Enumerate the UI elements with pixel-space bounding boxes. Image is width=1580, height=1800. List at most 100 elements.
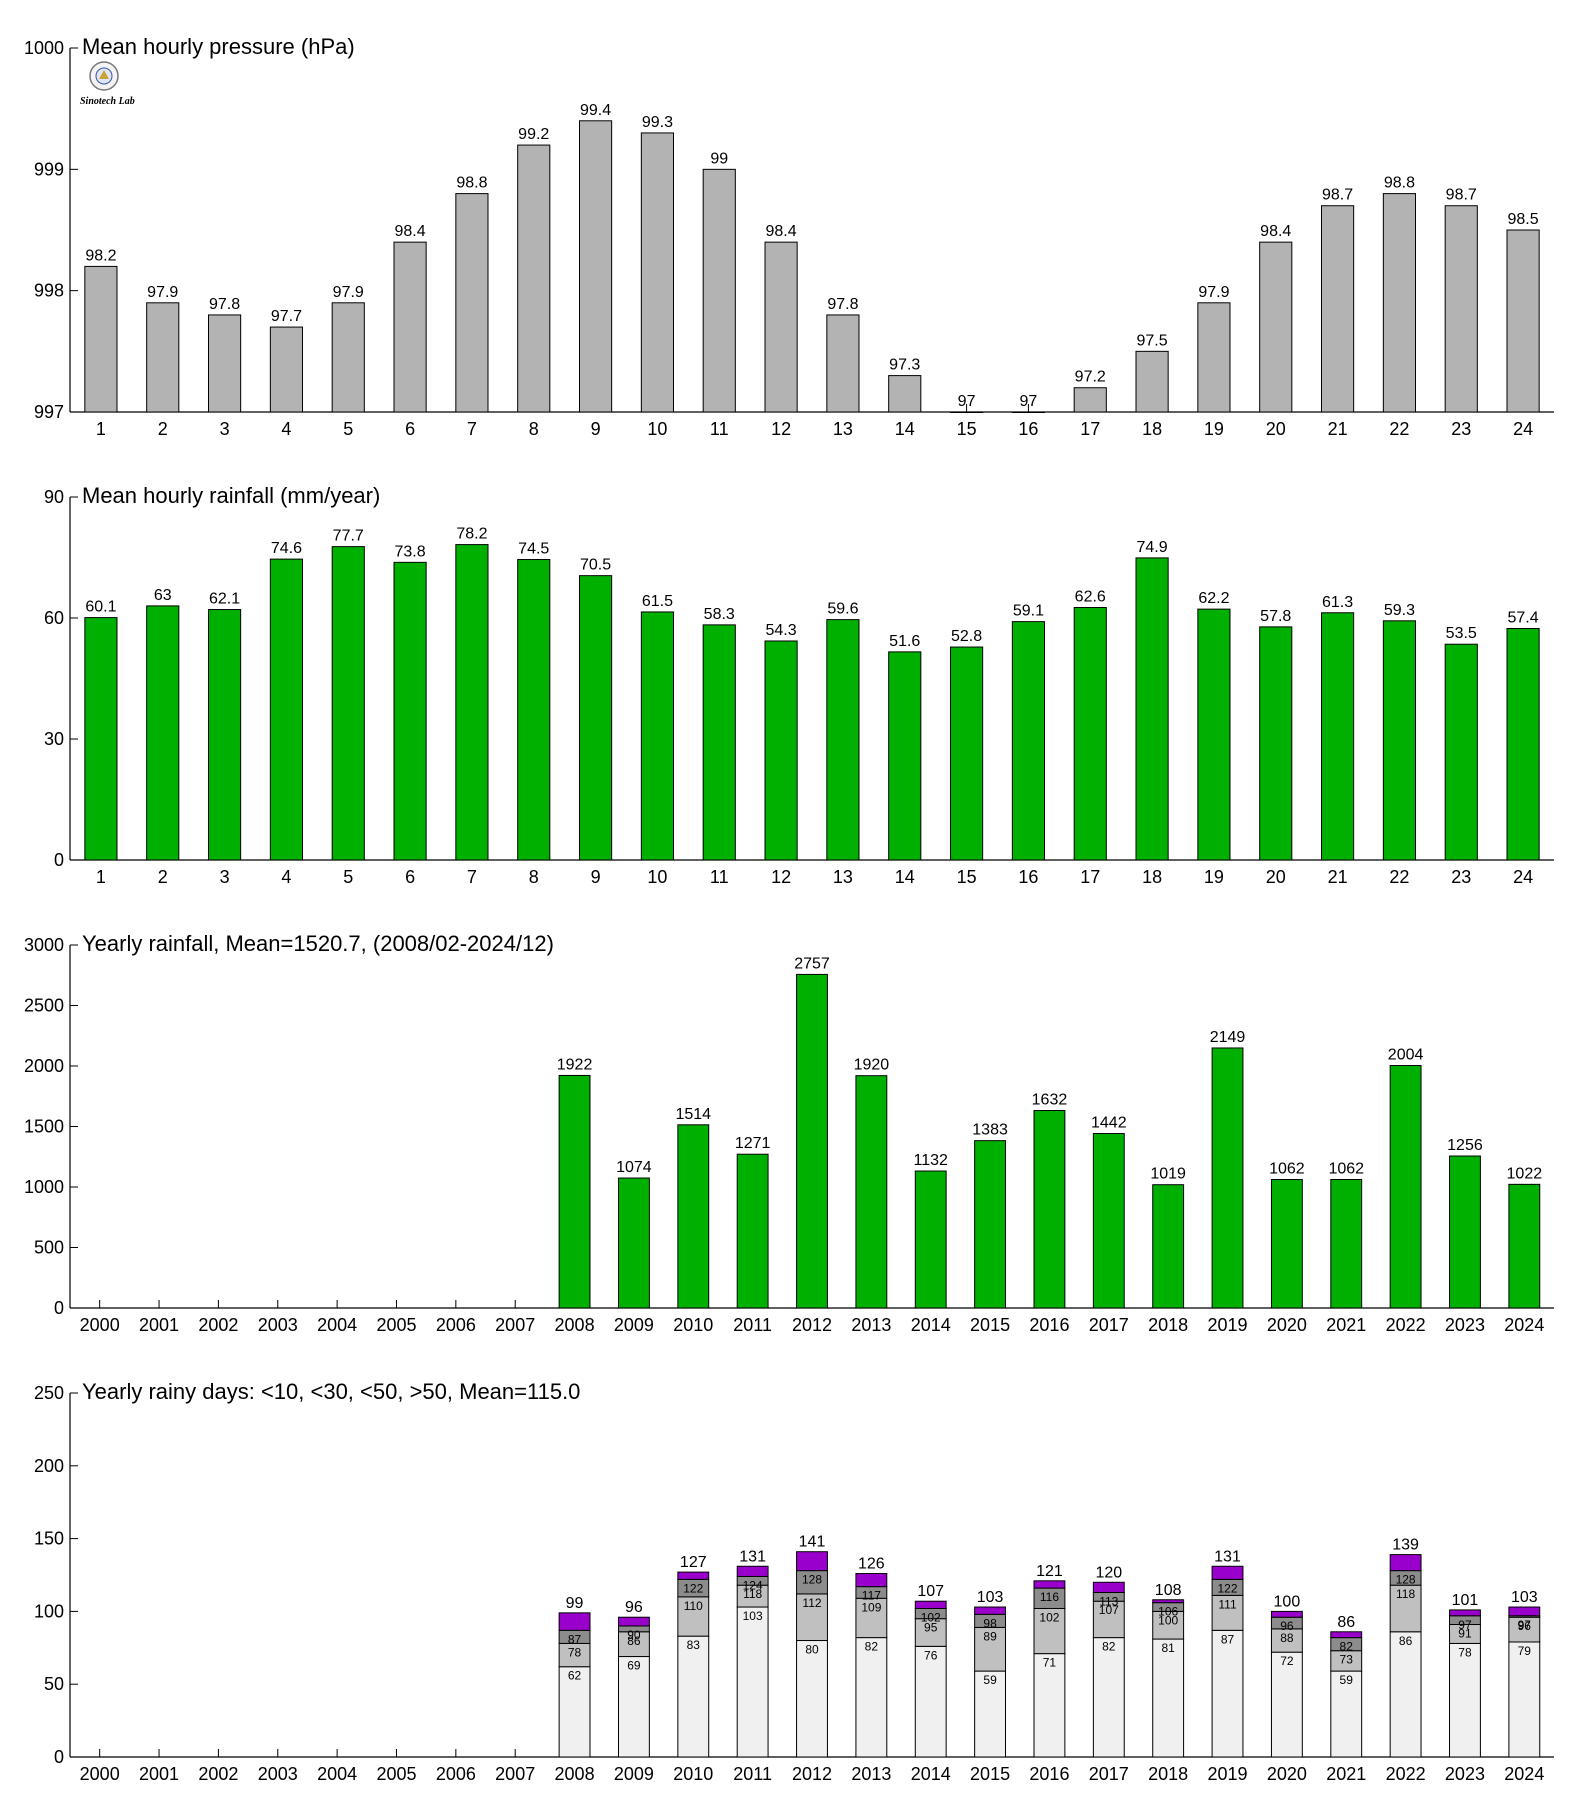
bar-segment-lt30 — [914, 1618, 947, 1647]
x-tick-label: 16 — [1018, 419, 1038, 439]
x-tick-label: 6 — [405, 867, 415, 887]
bar — [1506, 627, 1540, 861]
x-tick-label: 2021 — [1326, 1315, 1366, 1335]
bar — [914, 1170, 947, 1309]
bar-total-label: 108 — [1155, 1582, 1182, 1599]
segment-value-label: 76 — [924, 1648, 938, 1662]
bar-segment-gt50 — [1211, 1565, 1244, 1580]
segment-value-label: 62 — [568, 1669, 582, 1683]
x-tick-label: 12 — [771, 419, 791, 439]
x-tick-label: 2009 — [614, 1315, 654, 1335]
chart-title: Yearly rainy days: <10, <30, <50, >50, M… — [82, 1379, 580, 1404]
x-tick-label: 14 — [895, 419, 915, 439]
x-tick-label: 2004 — [317, 1764, 357, 1784]
y-tick-label: 3000 — [24, 935, 64, 955]
x-tick-label: 15 — [957, 419, 977, 439]
bar-value-label: 97.8 — [827, 296, 858, 313]
bar-value-label: 53.5 — [1446, 625, 1477, 642]
x-tick-label: 3 — [220, 867, 230, 887]
bar — [1444, 205, 1478, 413]
x-tick-label: 14 — [895, 867, 915, 887]
x-tick-label: 5 — [343, 867, 353, 887]
bar — [208, 609, 242, 861]
bar-segment-lt10 — [736, 1606, 769, 1758]
bar — [764, 640, 798, 861]
bar-total-label: 100 — [1274, 1593, 1301, 1610]
x-tick-label: 2023 — [1445, 1764, 1485, 1784]
bar — [84, 265, 118, 413]
bar-value-label: 63 — [154, 587, 172, 604]
bar-segment-lt10 — [617, 1656, 650, 1758]
bar-segment-lt10 — [1508, 1641, 1541, 1758]
bar-segment-lt10 — [914, 1645, 947, 1758]
segment-value-label: 128 — [802, 1573, 822, 1587]
segment-value-label: 128 — [1396, 1573, 1416, 1587]
segment-value-label: 71 — [1043, 1656, 1057, 1670]
x-tick-label: 2 — [158, 867, 168, 887]
segment-value-label: 91 — [1458, 1627, 1472, 1641]
bar-segment-gt50 — [1508, 1606, 1541, 1617]
bar-value-label: 57.8 — [1260, 608, 1291, 625]
segment-value-label: 118 — [1396, 1587, 1415, 1601]
x-tick-label: 2015 — [970, 1764, 1010, 1784]
bar-total-label: 103 — [1511, 1589, 1538, 1606]
bar-segment-lt30 — [1092, 1600, 1125, 1639]
bar — [640, 132, 674, 413]
segment-value-label: 102 — [921, 1610, 941, 1624]
x-tick-label: 2021 — [1326, 1764, 1366, 1784]
bar-value-label: 98.4 — [395, 223, 426, 240]
bar-segment-lt30 — [974, 1626, 1007, 1672]
bar-segment-gt50 — [1270, 1610, 1303, 1618]
x-tick-label: 1 — [96, 419, 106, 439]
bar-segment-lt10 — [1211, 1629, 1244, 1758]
bar — [855, 1075, 888, 1309]
bar-segment-lt30 — [617, 1631, 650, 1658]
bar — [1211, 1047, 1244, 1309]
bar-value-label: 1074 — [616, 1159, 652, 1176]
y-tick-label: 150 — [34, 1529, 64, 1549]
x-tick-label: 2000 — [80, 1764, 120, 1784]
bar-segment-lt10 — [1389, 1631, 1422, 1758]
bar — [1135, 350, 1169, 413]
bar-value-label: 74.9 — [1137, 539, 1168, 556]
bar-value-label: 59.3 — [1384, 602, 1415, 619]
y-tick-label: 2500 — [24, 996, 64, 1016]
segment-value-label: 87 — [1221, 1632, 1235, 1646]
bar — [1073, 387, 1107, 413]
x-tick-label: 2018 — [1148, 1764, 1188, 1784]
bar — [579, 120, 613, 413]
bar-value-label: 78.2 — [456, 526, 487, 543]
bar-value-label: 59.6 — [827, 601, 858, 618]
x-tick-label: 17 — [1080, 867, 1100, 887]
segment-value-label: 82 — [1340, 1640, 1354, 1654]
bar — [517, 559, 551, 861]
bar-segment-lt30 — [1508, 1616, 1541, 1643]
bar-value-label: 62.1 — [209, 591, 240, 608]
bar-value-label: 74.6 — [271, 540, 302, 557]
bar-value-label: 97 — [1020, 393, 1038, 410]
x-tick-label: 2008 — [555, 1315, 595, 1335]
y-tick-label: 50 — [44, 1674, 64, 1694]
bar — [1152, 1184, 1185, 1309]
bar — [950, 646, 984, 861]
bar — [974, 1140, 1007, 1309]
bar — [1259, 626, 1293, 861]
bar — [1321, 205, 1355, 413]
bar — [764, 241, 798, 413]
bar — [888, 651, 922, 861]
bar-segment-lt10 — [558, 1666, 591, 1758]
segment-value-label: 109 — [861, 1600, 881, 1614]
bar — [950, 411, 984, 413]
bar-value-label: 62.2 — [1198, 590, 1229, 607]
segment-value-label: 98 — [983, 1616, 997, 1630]
bar — [1330, 1178, 1363, 1309]
bar-segment-lt30 — [796, 1593, 828, 1642]
segment-value-label: 83 — [687, 1638, 701, 1652]
segment-value-label: 96 — [1518, 1619, 1532, 1633]
bar-total-label: 139 — [1392, 1537, 1419, 1554]
bar — [269, 558, 303, 861]
bar-value-label: 98.4 — [766, 223, 797, 240]
bar-total-label: 103 — [977, 1589, 1004, 1606]
x-tick-label: 2007 — [495, 1315, 535, 1335]
x-tick-label: 2020 — [1267, 1315, 1307, 1335]
